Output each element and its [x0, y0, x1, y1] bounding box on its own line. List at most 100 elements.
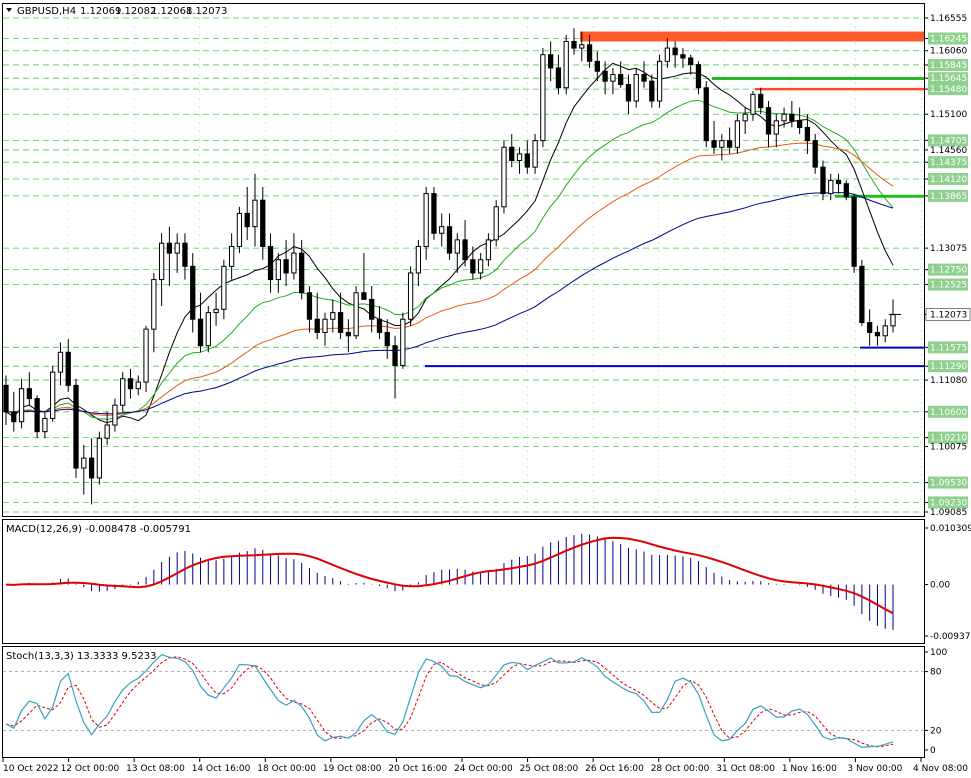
candle-body-bear — [867, 322, 873, 333]
header-info: GBPUSD,H4 1.12069 1.12082 1.12068 1.1207… — [6, 6, 227, 17]
candle-body-bull — [882, 325, 888, 337]
time-tick-label: 10 Oct 2022 — [3, 764, 59, 774]
candle-body-bull — [112, 404, 118, 426]
candle-body-bear — [306, 292, 313, 320]
candle-body-bear — [166, 242, 173, 254]
candle-body-bear — [509, 146, 515, 162]
time-tick-label: 26 Oct 16:00 — [585, 764, 644, 774]
price-tick-label: 1.14120 — [930, 175, 967, 185]
candle-body-bear — [594, 60, 600, 72]
candle-body-bear — [789, 113, 795, 122]
candle-body-bull — [501, 146, 507, 208]
resistance-zone — [580, 31, 924, 42]
candle-body-bull — [477, 259, 484, 274]
candle-body-bull — [664, 47, 670, 62]
candle-body-bear — [470, 259, 476, 274]
candle-body-bear — [197, 318, 204, 347]
candle-body-bull — [750, 93, 756, 115]
candle-body-bear — [758, 93, 764, 109]
candle-body-bull — [719, 140, 725, 148]
candle-body-bear — [267, 245, 274, 281]
candle-body-bull — [742, 113, 748, 122]
candle-body-bull — [633, 74, 639, 102]
candle-body-bull — [96, 437, 103, 479]
macd-panel[interactable] — [2, 519, 925, 644]
candle-body-bull — [42, 417, 48, 433]
candle-body-bear — [73, 384, 79, 469]
candle-body-bear — [337, 312, 344, 333]
price-label-bg — [928, 431, 968, 444]
candle-body-bear — [345, 331, 351, 337]
candle-body-bear — [384, 331, 390, 347]
stoch-tick-label: 0 — [930, 746, 936, 756]
candle-body-bull — [734, 120, 741, 148]
stoch-panel[interactable] — [2, 646, 925, 758]
price-label-bg — [928, 83, 968, 96]
candle-body-bear — [695, 64, 702, 89]
price-tick-label: 1.11575 — [930, 343, 967, 353]
candle-body-bull — [275, 259, 281, 281]
time-tick-label: 25 Oct 08:00 — [520, 764, 579, 774]
price-tick-label: 1.15645 — [930, 74, 967, 84]
candle-body-bull — [213, 308, 219, 314]
macd-indicator — [5, 533, 894, 630]
candle-body-bull — [890, 314, 896, 327]
candle-body-bear — [88, 457, 95, 479]
candle-body-bear — [524, 153, 530, 168]
open-value: 1.12069 — [80, 6, 121, 17]
support-resistance-levels — [425, 31, 924, 368]
candle-body-bull — [120, 378, 126, 406]
close-value: 1.12073 — [186, 6, 227, 17]
candle-body-bear — [586, 44, 593, 62]
stoch-tick-label: 80 — [930, 668, 942, 678]
price-tick-label: 1.11080 — [930, 376, 967, 386]
stoch-signal-line — [5, 656, 894, 748]
ma-fast-line — [5, 62, 894, 424]
candle-body-bear — [804, 126, 811, 142]
price-panel[interactable] — [2, 3, 925, 517]
time-tick-label: 3 Nov 00:00 — [847, 764, 902, 774]
candle-body-bear — [26, 388, 32, 400]
candle-body-bear — [190, 265, 196, 320]
price-tick-label: 1.10075 — [930, 443, 967, 453]
candle-body-bull — [773, 120, 779, 135]
candle-body-bear — [618, 74, 624, 85]
candle-body-bull — [532, 140, 538, 168]
dropdown-triangle-icon[interactable] — [6, 8, 12, 12]
candle-body-bull — [50, 371, 56, 419]
candle-body-bear — [3, 384, 9, 413]
candle-body-bull — [516, 153, 523, 162]
price-tick-label: 1.09230 — [930, 498, 967, 508]
candle-body-bull — [423, 193, 429, 247]
time-tick-label: 19 Oct 08:00 — [323, 764, 382, 774]
stoch-tick-label: 20 — [930, 726, 942, 736]
candle-body-bull — [229, 245, 235, 267]
candle-body-bull — [656, 60, 663, 102]
price-tick-label: 1.11290 — [930, 362, 967, 372]
price-label-bg — [928, 278, 968, 291]
candle-body-bear — [283, 259, 289, 274]
candle-body-bear — [571, 40, 577, 49]
grid-lines — [2, 17, 924, 513]
price-label-bg — [928, 360, 968, 373]
candle-body-bear — [820, 166, 826, 195]
candle-body-bear — [260, 199, 266, 247]
price-tick-label: 1.15100 — [930, 110, 967, 120]
candle-body-bear — [812, 140, 818, 168]
price-label-bg — [928, 58, 968, 71]
price-tick-label: 1.09085 — [930, 508, 967, 518]
price-tick-label: 1.12525 — [930, 281, 967, 291]
candle-body-bear — [680, 54, 686, 59]
candle-body-bear — [874, 331, 881, 337]
candle-body-bull — [610, 74, 616, 82]
candle-body-bear — [462, 239, 468, 261]
candle-body-bear — [859, 265, 865, 324]
candle-body-bear — [672, 47, 678, 56]
candle-body-bull — [415, 245, 422, 274]
current-price-box — [925, 308, 971, 321]
candle-body-bull — [400, 318, 406, 367]
price-label-bg — [928, 496, 968, 509]
candle-body-bear — [555, 67, 562, 89]
candle-body-bear — [726, 140, 733, 148]
